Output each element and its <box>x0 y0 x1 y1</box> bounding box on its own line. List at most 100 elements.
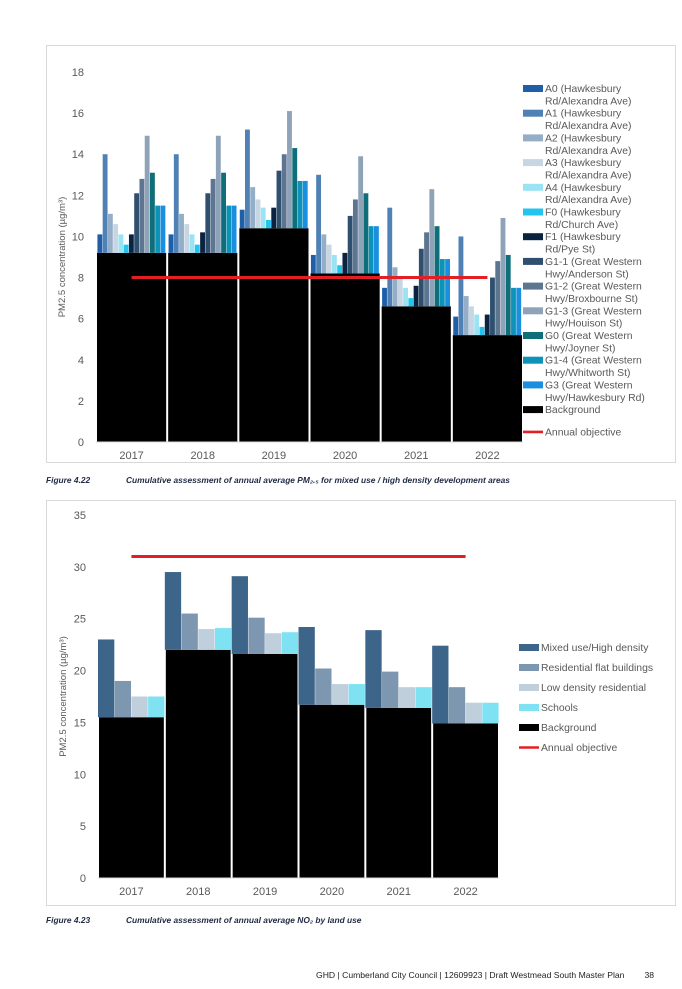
series-bar <box>342 252 348 274</box>
series-bar <box>102 154 108 253</box>
series-bar <box>189 234 195 253</box>
series-bar <box>107 213 113 253</box>
legend-label: Background <box>541 723 597 734</box>
x-tick-label: 2022 <box>475 450 499 462</box>
series-bar <box>123 244 129 253</box>
legend-label: G3 (Great Western <box>545 380 633 391</box>
legend-label: G1-2 (Great Western <box>545 282 642 293</box>
x-tick-label: 2022 <box>453 886 477 898</box>
series-bar <box>255 199 261 229</box>
series-bar <box>413 285 419 307</box>
legend-label: A3 (Hawkesbury <box>545 158 622 169</box>
x-tick-label: 2021 <box>387 886 411 898</box>
series-bar <box>448 687 466 724</box>
series-bar <box>479 326 485 336</box>
series-bar <box>316 174 322 274</box>
legend-label: Hwy/Joyner St) <box>545 343 615 354</box>
y-tick-label: 15 <box>74 717 86 729</box>
series-bar <box>248 617 265 654</box>
figure-caption: Figure 4.22 Cumulative assessment of annu… <box>46 475 510 485</box>
series-bar <box>139 178 145 253</box>
series-bar <box>260 207 266 229</box>
legend-label: Rd/Alexandra Ave) <box>545 121 631 132</box>
series-bar <box>474 314 480 336</box>
series-bar <box>179 213 184 253</box>
series-bar <box>363 193 369 274</box>
series-bar <box>250 187 256 229</box>
legend-label: Hwy/Broxbourne St) <box>545 294 638 305</box>
figure-caption: Figure 4.23 Cumulative assessment of annu… <box>46 915 361 925</box>
series-bar <box>149 172 155 253</box>
y-tick-label: 20 <box>74 666 86 678</box>
y-tick-label: 14 <box>72 149 84 161</box>
background-bar <box>165 649 231 878</box>
series-bar <box>424 232 429 307</box>
series-bar <box>490 277 495 336</box>
page-number: 38 <box>644 970 654 980</box>
series-bar <box>148 696 165 718</box>
series-bar <box>429 189 435 307</box>
background-bar <box>97 252 167 442</box>
legend-swatch <box>523 282 543 290</box>
legend-swatch <box>519 704 539 711</box>
series-bar <box>226 205 232 253</box>
legend-swatch <box>523 159 543 167</box>
series-bar <box>505 254 511 336</box>
y-tick-label: 0 <box>80 873 86 885</box>
y-tick-label: 10 <box>74 769 86 781</box>
y-tick-label: 18 <box>72 67 84 79</box>
x-tick-label: 2018 <box>191 450 215 462</box>
figure-number: Figure 4.22 <box>46 475 91 485</box>
x-tick-label: 2020 <box>333 450 357 462</box>
series-bar <box>382 671 399 708</box>
series-bar <box>200 232 205 253</box>
series-bar <box>118 234 124 253</box>
legend-swatch <box>523 257 543 265</box>
series-bar <box>131 696 148 718</box>
background-bar <box>452 335 522 442</box>
y-tick-label: 16 <box>72 108 84 120</box>
series-bar <box>397 277 403 307</box>
series-bar <box>368 226 374 274</box>
legend-label: Annual objective <box>545 427 621 438</box>
background-bar <box>299 704 365 878</box>
series-bar <box>484 314 490 336</box>
series-bar <box>500 217 506 336</box>
series-bar <box>231 576 248 654</box>
series-bar <box>352 199 358 274</box>
series-bar <box>434 226 440 307</box>
background-bar <box>168 252 238 442</box>
series-bar <box>445 259 451 307</box>
series-bar <box>453 316 459 336</box>
series-bar <box>315 668 332 705</box>
series-bar <box>214 628 232 650</box>
legend-swatch <box>523 356 543 364</box>
series-bar <box>469 306 474 336</box>
legend-swatch <box>519 724 539 731</box>
series-bar <box>205 193 211 253</box>
series-bar <box>511 287 516 336</box>
series-bar <box>210 178 216 253</box>
series-bar <box>465 702 482 724</box>
series-bar <box>98 639 115 718</box>
series-bar <box>392 267 398 307</box>
x-tick-label: 2017 <box>119 886 143 898</box>
background-bar <box>232 653 298 878</box>
legend-label: Hwy/Houison St) <box>545 319 622 330</box>
series-bar <box>439 259 445 307</box>
series-bar <box>403 287 408 307</box>
legend-label: Rd/Alexandra Ave) <box>545 146 631 157</box>
legend-label: A0 (Hawkesbury <box>545 84 622 95</box>
x-tick-label: 2018 <box>186 886 210 898</box>
series-bar <box>292 148 298 229</box>
figure-caption-text: Cumulative assessment of annual average … <box>126 475 510 485</box>
series-bar <box>144 135 150 253</box>
series-bar <box>128 234 134 253</box>
legend-label: Rd/Alexandra Ave) <box>545 195 631 206</box>
series-bar <box>382 287 387 307</box>
series-bar <box>331 684 349 705</box>
series-bar <box>184 224 190 253</box>
series-bar <box>281 154 287 229</box>
background-bar <box>381 306 451 442</box>
series-bar <box>265 633 282 654</box>
